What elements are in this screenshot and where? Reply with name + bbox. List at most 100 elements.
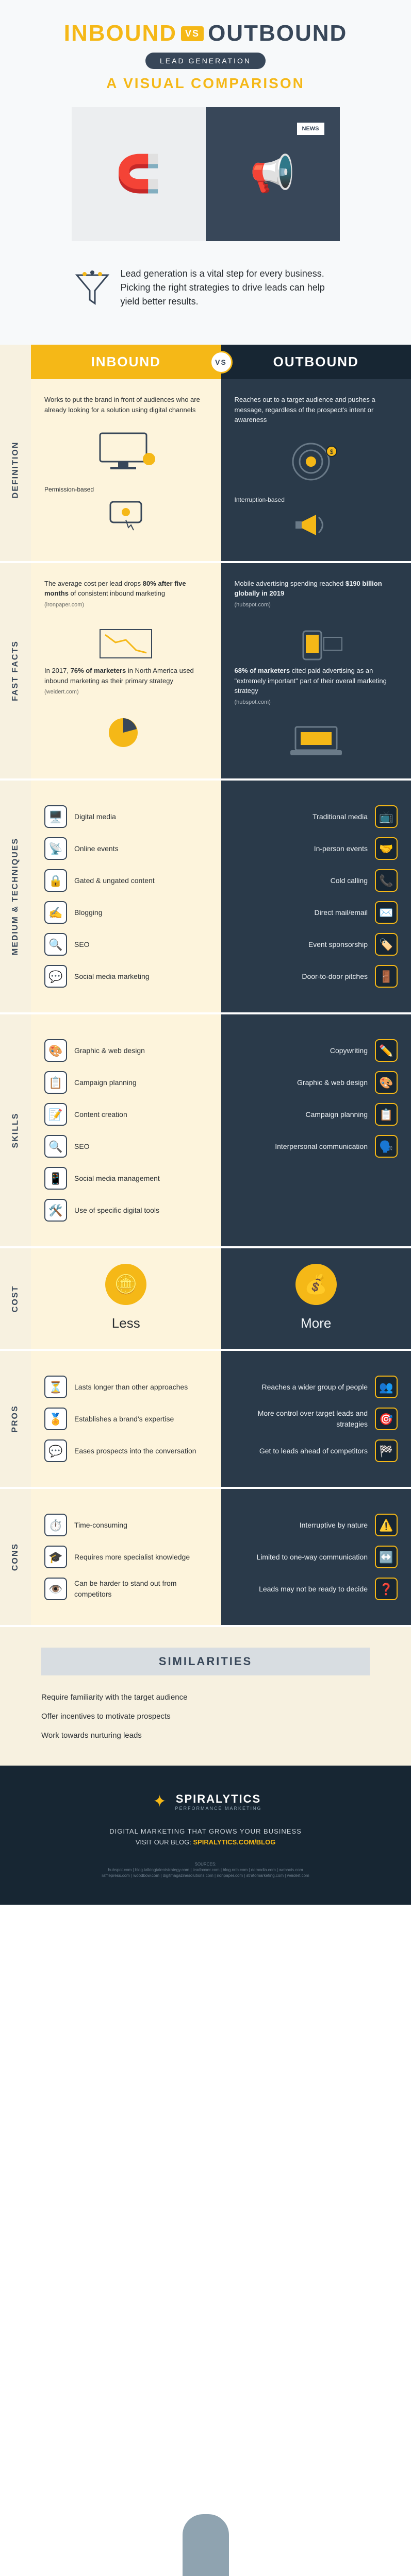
pros-outbound: 👥Reaches a wider group of people🎯More co… (221, 1351, 411, 1487)
section-facts: FAST FACTS The average cost per lead dro… (0, 563, 411, 781)
spiralytics-logo-icon: ✦ (149, 1791, 170, 1812)
desktop-icon (44, 423, 208, 480)
list-item: 💬 Social media marketing (44, 965, 208, 988)
item-icon: 👁️ (44, 1578, 67, 1600)
item-label: Time-consuming (74, 1520, 208, 1531)
list-item: ⚠️Interruptive by nature (235, 1514, 398, 1536)
funnel-icon (74, 270, 110, 306)
facts-inbound: The average cost per lead drops 80% afte… (31, 563, 221, 779)
item-label: In-person events (235, 843, 368, 854)
label-skills: SKILLS (0, 1014, 31, 1246)
list-item: 📱 Social media management (44, 1167, 208, 1190)
item-icon: 📱 (44, 1167, 67, 1190)
cons-inbound: ⏱️ Time-consuming 🎓Requires more specialis… (31, 1489, 221, 1625)
intro-row: Lead generation is a vital step for ever… (15, 251, 396, 329)
item-icon: ⚠️ (375, 1514, 398, 1536)
item-label: Social media marketing (74, 971, 208, 982)
item-label: SEO (74, 939, 208, 950)
hero: INBOUND VS OUTBOUND LEAD GENERATION A VI… (0, 0, 411, 345)
person-illustration (183, 2514, 229, 2576)
similarities-section: SIMILARITIES Require familiarity with th… (0, 1627, 411, 1766)
item-icon: 💬 (44, 1439, 67, 1462)
item-label: Lasts longer than other approaches (74, 1382, 208, 1393)
list-item: 🎨 Graphic & web design (44, 1039, 208, 1062)
item-label: Blogging (74, 907, 208, 918)
list-item: 📋Campaign planning (235, 1103, 398, 1126)
item-label: Event sponsorship (235, 939, 368, 950)
cursor-icon (44, 494, 208, 535)
similarity-item: Require familiarity with the target audi… (41, 1688, 370, 1707)
label-definition: DEFINITION (0, 379, 31, 561)
list-item: 👁️Can be harder to stand out from compet… (44, 1578, 208, 1600)
news-label: NEWS (297, 123, 324, 135)
fact-out-1: 68% of marketers cited paid advertising … (235, 666, 398, 706)
subtitle: A VISUAL COMPARISON (15, 75, 396, 92)
list-item: 📺Traditional media (235, 805, 398, 828)
list-item: ❓Leads may not be ready to decide (235, 1578, 398, 1600)
item-icon: ✍️ (44, 901, 67, 924)
mobile-ad-icon (235, 624, 398, 666)
footer-blog: VISIT OUR BLOG: SPIRALYTICS.COM/BLOG (21, 1838, 390, 1846)
megaphone-small-icon (235, 504, 398, 546)
list-item: 🤝In-person events (235, 837, 398, 860)
list-item: 🎓Requires more specialist knowledge (44, 1546, 208, 1568)
item-label: Use of specific digital tools (74, 1205, 208, 1216)
item-icon: 🎨 (375, 1071, 398, 1094)
item-icon: ↔️ (375, 1546, 398, 1568)
footer-sources: SOURCES: hubspot.com | blog.talkingtalen… (21, 1861, 390, 1879)
definition-inbound: Works to put the brand in front of audie… (31, 379, 221, 561)
item-icon: 📡 (44, 837, 67, 860)
laptop-icon (235, 722, 398, 763)
item-icon: ⏱️ (44, 1514, 67, 1536)
skills-inbound: 🎨Graphic & web design📋Campaign planning📝… (31, 1014, 221, 1246)
list-item: 🚪Door-to-door pitches (235, 965, 398, 988)
footer: ✦ SPIRALYTICS PERFORMANCE MARKETING DIGI… (0, 1766, 411, 1905)
similarities-heading: SIMILARITIES (41, 1648, 370, 1675)
item-icon: 💬 (44, 965, 67, 988)
list-item: ✏️Copywriting (235, 1039, 398, 1062)
item-label: Online events (74, 843, 208, 854)
list-item: 🏅Establishes a brand's expertise (44, 1408, 208, 1430)
list-item: ↔️ Limited to one-way communication (235, 1546, 398, 1568)
footer-brand-sub: PERFORMANCE MARKETING (175, 1806, 261, 1811)
section-pros: PROS ⏳Lasts longer than other approaches… (0, 1351, 411, 1489)
item-icon: 🖥️ (44, 805, 67, 828)
intro-text: Lead generation is a vital step for ever… (121, 267, 337, 309)
list-item: 🛠️Use of specific digital tools (44, 1199, 208, 1222)
list-item: 🎯More control over target leads and stra… (235, 1408, 398, 1430)
list-item: ⏱️ Time-consuming (44, 1514, 208, 1536)
item-label: Graphic & web design (74, 1045, 208, 1056)
section-medium: MEDIUM & TECHNIQUES 🖥️Digital media📡Onli… (0, 781, 411, 1014)
list-item: 🔍SEO (44, 1135, 208, 1158)
list-item: 📡 Online events (44, 837, 208, 860)
list-item: 🏷️Event sponsorship (235, 933, 398, 956)
item-label: Requires more specialist knowledge (74, 1552, 208, 1563)
pie-icon (44, 712, 208, 753)
item-icon: 🎨 (44, 1039, 67, 1062)
cost-more: More (235, 1313, 398, 1333)
main-title: INBOUND VS OUTBOUND (15, 21, 396, 46)
title-vs-badge: VS (181, 26, 204, 41)
label-cost: COST (0, 1248, 31, 1349)
list-item: 🔍SEO (44, 933, 208, 956)
list-item: 🎨 Graphic & web design (235, 1071, 398, 1094)
item-label: Graphic & web design (235, 1077, 368, 1088)
list-item: 📞Cold calling (235, 869, 398, 892)
coins-less-icon: 🪙 (105, 1264, 146, 1305)
cons-outbound: ⚠️Interruptive by nature ↔️ Limited to one… (221, 1489, 411, 1625)
title-inbound: INBOUND (64, 21, 177, 46)
cost-less: Less (44, 1313, 208, 1333)
list-item: 💬 Eases prospects into the conversation (44, 1439, 208, 1462)
item-label: Eases prospects into the conversation (74, 1446, 208, 1456)
item-icon: 🚪 (375, 965, 398, 988)
footer-logo: ✦ SPIRALYTICS PERFORMANCE MARKETING (21, 1791, 390, 1812)
list-item: 🖥️Digital media (44, 805, 208, 828)
section-skills: SKILLS 🎨 Graphic & web design 📋Campaign pl… (0, 1014, 411, 1248)
item-label: More control over target leads and strat… (235, 1408, 368, 1430)
skills-outbound: ✏️Copywriting 🎨 Graphic & web design 📋Campa… (221, 1014, 411, 1246)
cost-outbound: 💰 More (221, 1248, 411, 1349)
item-label: Social media management (74, 1173, 208, 1184)
item-icon: 🏅 (44, 1408, 67, 1430)
item-label: Limited to one-way communication (235, 1552, 368, 1563)
similarities-list: Require familiarity with the target audi… (41, 1688, 370, 1745)
